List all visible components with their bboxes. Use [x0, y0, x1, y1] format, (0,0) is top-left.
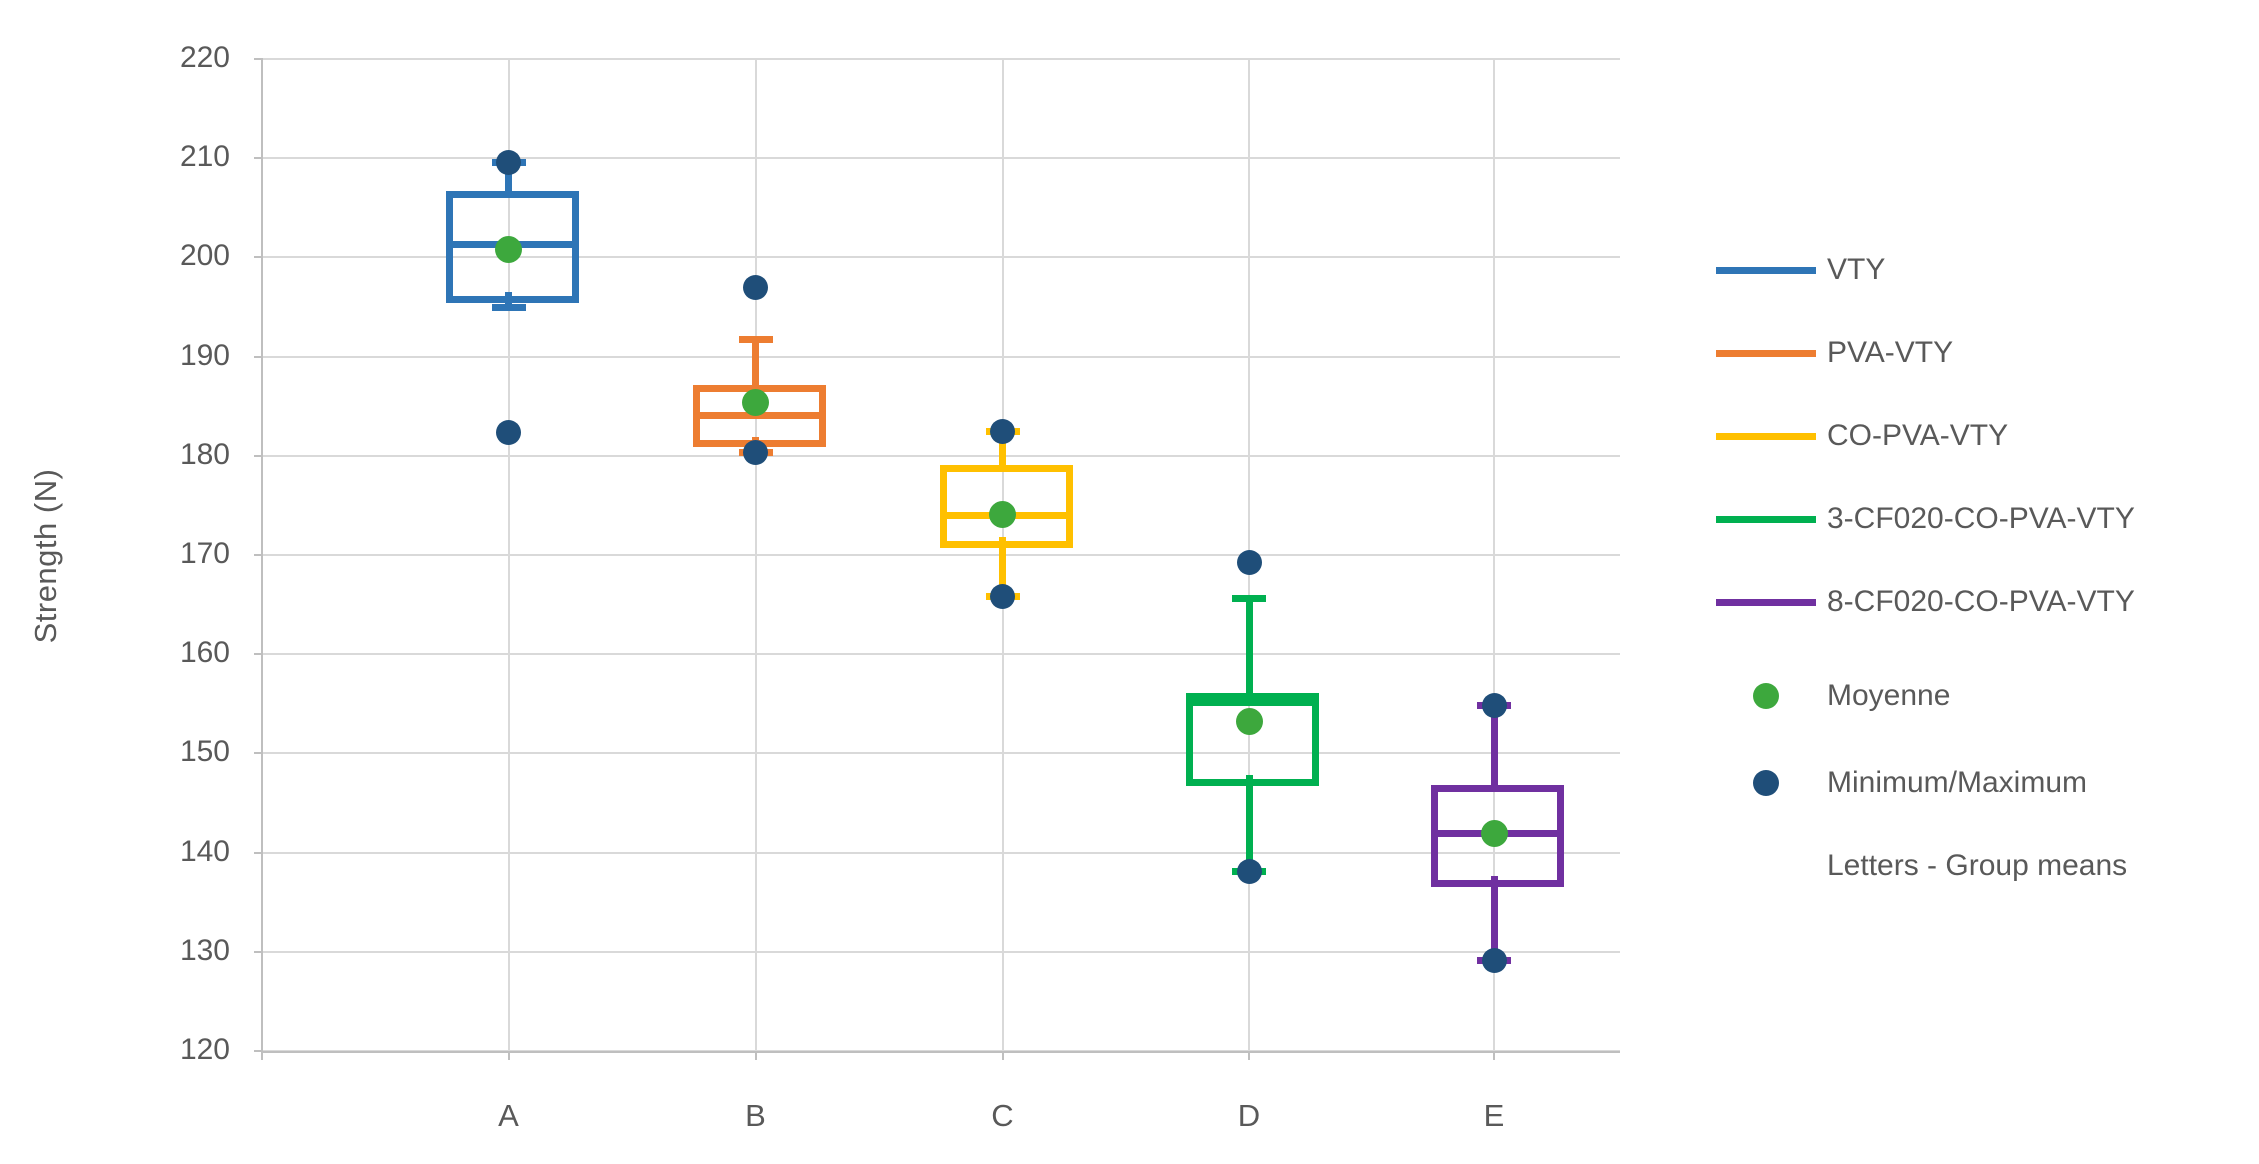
- y-tick-label: 180: [179, 437, 230, 471]
- y-tick-label: 170: [179, 537, 230, 570]
- y-axis-tick: [254, 157, 263, 160]
- gridline-horizontal: [263, 752, 1620, 755]
- x-tick-label: B: [745, 1098, 766, 1133]
- whisker-cap-bottom-A: [491, 303, 526, 311]
- y-axis-tick: [254, 653, 263, 656]
- box-D: [1186, 693, 1319, 786]
- x-axis-tick: [1001, 1051, 1004, 1060]
- gridline-horizontal: [263, 454, 1620, 457]
- x-tick-label: D: [1237, 1098, 1261, 1133]
- x-axis-tick: [1493, 1051, 1495, 1060]
- legend-label-pva-vty: PVA-VTY: [1827, 336, 1954, 369]
- whisker-upper-B: [752, 339, 759, 389]
- mean-marker-E: [1480, 820, 1508, 848]
- gridline-vertical: [507, 59, 510, 1051]
- y-axis-tick: [254, 256, 263, 259]
- max-marker-C: [990, 419, 1015, 445]
- max-marker-A: [496, 149, 521, 175]
- whisker-upper-D: [1245, 598, 1253, 697]
- y-axis-tick: [254, 554, 263, 556]
- x-tick-label: E: [1483, 1098, 1505, 1133]
- x-axis-line: [261, 1051, 1620, 1053]
- whisker-lower-D: [1245, 775, 1253, 872]
- x-axis-tick: [507, 1051, 510, 1060]
- y-tick-label: 210: [179, 140, 230, 174]
- y-tick-label: 130: [179, 933, 230, 967]
- mean-marker-C: [989, 500, 1016, 528]
- y-tick-label: 120: [179, 1033, 230, 1066]
- gridline-vertical: [754, 59, 757, 1051]
- min-marker-D: [1236, 858, 1262, 884]
- x-axis-tick: [754, 1051, 757, 1060]
- whisker-lower-E: [1490, 876, 1498, 961]
- min-marker-C: [990, 584, 1015, 610]
- legend-label-8-cf020-co-pva-vty: 8-CF020-CO-PVA-VTY: [1827, 585, 2135, 618]
- legend-swatch-line-3-cf020-co-pva-vty: [1716, 515, 1816, 523]
- mean-marker-A: [495, 235, 522, 263]
- legend-label-vty: VTY: [1827, 253, 1886, 286]
- y-tick-label: 200: [179, 239, 230, 273]
- y-axis-tick: [254, 355, 263, 358]
- y-axis-tick: [254, 58, 263, 60]
- legend-swatch-line-co-pva-vty: [1716, 432, 1816, 440]
- y-axis-tick: [254, 950, 263, 953]
- legend-label-minimum-maximum: Minimum/Maximum: [1827, 766, 2088, 799]
- x-tick-label: C: [991, 1098, 1014, 1133]
- mean-marker-B: [742, 388, 769, 416]
- legend-swatch-line-pva-vty: [1716, 349, 1816, 357]
- legend-label-3-cf020-co-pva-vty: 3-CF020-CO-PVA-VTY: [1827, 502, 2135, 535]
- min-marker-A: [496, 420, 521, 446]
- gridline-horizontal: [263, 157, 1620, 160]
- gridline-horizontal: [263, 355, 1620, 358]
- legend-label-co-pva-vty: CO-PVA-VTY: [1827, 419, 2009, 452]
- max-marker-B: [743, 274, 768, 300]
- max-marker-D: [1236, 550, 1262, 576]
- median-line-D: [1186, 699, 1312, 707]
- max-marker-E: [1481, 693, 1507, 719]
- y-axis-tick: [254, 454, 263, 457]
- whisker-upper-E: [1490, 705, 1498, 789]
- gridline-vertical: [1493, 59, 1495, 1051]
- whisker-cap-top-B: [738, 336, 773, 344]
- mean-marker-D: [1235, 708, 1263, 736]
- x-axis-tick: [1248, 1051, 1250, 1060]
- whisker-cap-top-D: [1232, 595, 1266, 603]
- y-axis-title: Strength (N): [28, 468, 63, 644]
- legend-swatch-dot-moyenne: [1753, 683, 1779, 709]
- y-axis-tick: [254, 1050, 263, 1052]
- y-axis-tick: [254, 752, 263, 755]
- x-tick-label: A: [498, 1098, 519, 1133]
- legend-swatch-line-vty: [1716, 266, 1816, 274]
- y-tick-label: 140: [179, 834, 230, 868]
- gridline-horizontal: [263, 554, 1620, 556]
- min-marker-E: [1481, 948, 1507, 974]
- y-tick-label: 150: [179, 735, 230, 769]
- y-axis-line: [261, 59, 263, 1060]
- legend-label-letters-group-means: Letters - Group means: [1827, 849, 2128, 882]
- gridline-horizontal: [263, 58, 1620, 60]
- gridline-horizontal: [263, 950, 1620, 953]
- legend-label-moyenne: Moyenne: [1827, 679, 1951, 712]
- y-tick-label: 220: [179, 41, 230, 74]
- box-C: [939, 465, 1073, 548]
- whisker-lower-C: [999, 537, 1006, 597]
- y-tick-label: 160: [179, 636, 230, 670]
- legend-swatch-line-8-cf020-co-pva-vty: [1716, 598, 1816, 606]
- min-marker-B: [743, 440, 768, 466]
- legend-swatch-dot-minimum-maximum: [1753, 770, 1779, 796]
- y-axis-tick: [254, 851, 263, 854]
- gridline-horizontal: [263, 851, 1620, 854]
- whisker-upper-C: [999, 431, 1006, 469]
- whisker-upper-A: [505, 162, 512, 195]
- y-tick-label: 190: [179, 338, 230, 372]
- gridline-horizontal: [263, 256, 1620, 259]
- gridline-horizontal: [263, 653, 1620, 656]
